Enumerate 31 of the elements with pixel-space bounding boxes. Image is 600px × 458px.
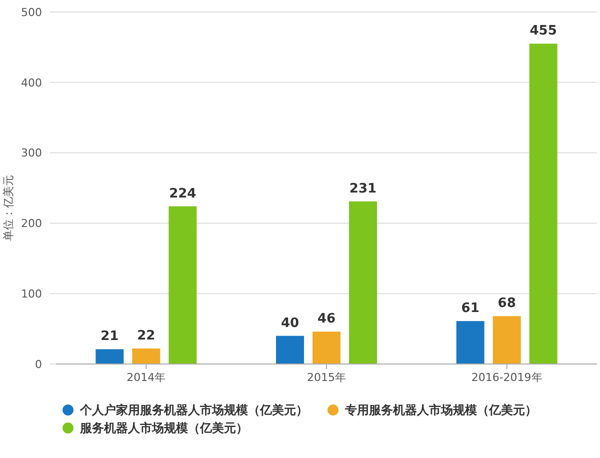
y-tick-label: 100 <box>21 287 42 300</box>
legend-label: 服务机器人市场规模（亿美元） <box>79 421 248 436</box>
data-label: 22 <box>137 328 156 344</box>
y-tick-label: 500 <box>21 6 42 19</box>
bar <box>276 336 304 364</box>
x-tick-label: 2016-2019年 <box>471 371 542 384</box>
bar <box>456 321 484 364</box>
x-tick-label: 2015年 <box>307 371 346 384</box>
bar <box>132 348 160 364</box>
y-axis-title: 单位：亿美元 <box>2 175 15 241</box>
data-label: 455 <box>530 24 557 39</box>
data-label: 68 <box>498 296 516 312</box>
legend-label: 专用服务机器人市场规模（亿美元） <box>344 403 537 418</box>
x-tick-label: 2014年 <box>126 371 166 384</box>
y-tick-label: 400 <box>21 76 42 90</box>
legend-label: 个人户家用服务机器人市场规模（亿美元） <box>79 403 308 418</box>
y-tick-label: 300 <box>21 146 42 160</box>
bar <box>168 206 197 364</box>
bar <box>529 44 558 364</box>
bar <box>312 332 340 364</box>
data-label: 21 <box>100 329 119 344</box>
data-label: 231 <box>349 181 377 196</box>
bar <box>492 316 521 364</box>
data-label: 224 <box>169 186 196 202</box>
data-label: 46 <box>317 312 336 327</box>
data-label: 40 <box>280 316 300 331</box>
data-label: 61 <box>461 301 480 316</box>
y-tick-label: 0 <box>35 358 42 371</box>
bar <box>96 349 124 364</box>
y-tick-label: 200 <box>21 217 42 230</box>
bar <box>349 201 377 364</box>
